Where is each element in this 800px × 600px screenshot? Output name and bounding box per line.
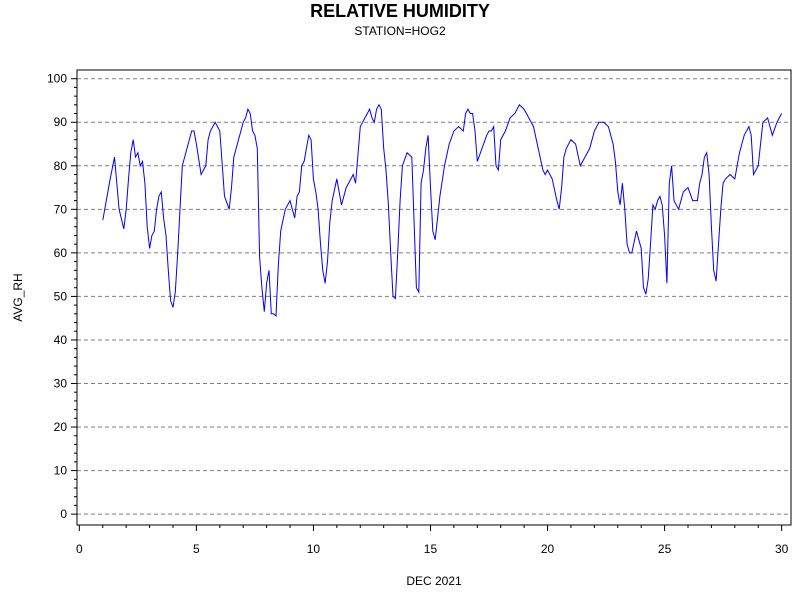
x-axis: 0 5 10 15 20 25 30 — [76, 525, 789, 556]
y-tick-label: 100 — [47, 72, 67, 86]
y-tick-label: 50 — [54, 289, 68, 303]
x-tick-label: 15 — [424, 542, 438, 556]
x-tick-label: 5 — [193, 542, 200, 556]
y-tick-label: 60 — [54, 246, 68, 260]
y-tick-label: 20 — [54, 420, 68, 434]
x-axis-label: DEC 2021 — [406, 574, 462, 588]
x-tick-label: 0 — [76, 542, 83, 556]
y-tick-label: 70 — [54, 202, 68, 216]
x-tick-label: 20 — [541, 542, 555, 556]
chart-title: RELATIVE HUMIDITY — [310, 1, 490, 21]
y-tick-label: 0 — [60, 507, 67, 521]
chart-subtitle: STATION=HOG2 — [354, 24, 446, 38]
y-tick-label: 80 — [54, 159, 68, 173]
y-axis: 0 10 20 30 40 50 60 70 80 90 100 — [47, 72, 77, 521]
x-tick-label: 25 — [658, 542, 672, 556]
gridlines — [77, 78, 791, 515]
y-tick-label: 30 — [54, 376, 68, 390]
y-tick-label: 90 — [54, 115, 68, 129]
plot-frame — [76, 69, 792, 526]
y-tick-label: 10 — [54, 464, 68, 478]
y-tick-label: 40 — [54, 333, 68, 347]
y-axis-label: AVG_RH — [11, 273, 25, 321]
x-tick-label: 10 — [307, 542, 321, 556]
series-line-avg-rh — [102, 103, 783, 318]
x-tick-label: 30 — [775, 542, 789, 556]
